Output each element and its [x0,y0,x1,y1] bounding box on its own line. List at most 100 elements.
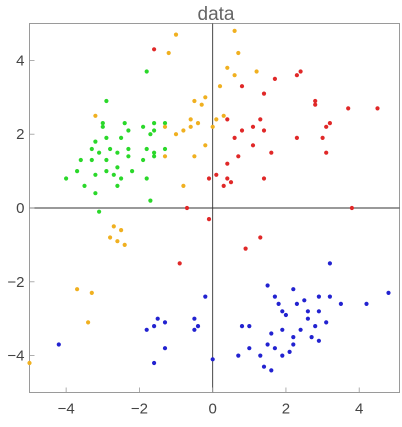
red-point [298,69,303,74]
blue-point [276,301,281,306]
blue-point [386,290,391,295]
orange-point [225,65,230,70]
orange-point [188,124,193,129]
red-point [349,205,354,211]
red-point [214,172,219,177]
blue-point [239,324,245,329]
red-point [327,121,332,126]
green-point [78,157,83,163]
blue-point [294,301,299,306]
red-point [250,143,256,148]
green-point [126,128,131,133]
green-point [97,150,102,155]
blue-point [280,327,285,332]
blue-point [152,360,157,366]
blue-point [272,346,277,351]
red-point [243,246,248,251]
green-point [115,183,120,188]
green-point [126,154,131,159]
y-tick-label: 0 [16,200,24,217]
orange-point [217,84,223,89]
blue-point [162,346,168,351]
orange-point [173,32,179,37]
orange-point [115,239,120,244]
green-point [144,69,149,74]
green-point [152,128,157,133]
blue-point [192,327,197,332]
blue-point [272,294,277,299]
red-point [261,176,267,181]
green-point [104,157,109,163]
orange-series [27,28,259,366]
blue-point [280,353,285,358]
red-point [250,124,256,129]
blue-point [298,327,303,332]
red-point [294,73,299,78]
green-point [64,176,69,181]
red-point [225,117,230,122]
blue-point [261,364,267,369]
blue-point [195,324,201,329]
green-point [148,132,153,137]
orange-point [210,124,215,129]
blue-point [338,301,343,306]
orange-point [232,73,237,78]
x-tick-label: 2 [282,401,290,418]
orange-point [93,113,98,118]
red-point [225,161,230,166]
blue-point [316,294,321,299]
x-tick-label: −4 [58,401,75,418]
orange-point [254,69,259,74]
green-point [89,146,94,152]
blue-series [56,261,391,373]
green-point [104,135,109,140]
blue-point [247,324,252,329]
blue-point [327,261,332,266]
y-tick-label: −2 [7,274,24,291]
green-point [119,176,124,181]
green-point [93,172,98,177]
green-point [152,154,157,159]
blue-point [291,287,296,292]
red-point [225,176,230,181]
blue-point [258,353,263,358]
orange-point [27,360,32,366]
green-point [82,183,87,188]
orange-point [181,128,186,133]
orange-point [162,124,168,129]
red-point [239,84,245,89]
red-point [320,135,325,140]
blue-point [287,349,292,354]
red-point [375,106,380,111]
red-point [228,180,234,185]
blue-point [192,316,197,321]
orange-point [162,154,168,159]
axes [29,23,400,393]
blue-point [269,331,274,336]
blue-point [309,335,314,340]
x-tick-label: 0 [208,401,216,418]
x-tick-label: −2 [131,401,148,418]
blue-point [324,320,329,325]
blue-point [155,316,160,321]
blue-point [283,312,288,318]
blue-point [144,327,149,332]
blue-point [316,338,321,343]
orange-point [166,50,171,56]
red-point [184,205,190,211]
green-point [152,121,157,126]
ticks: −4 −2 0 2 4 4 2 0 −2 −4 [7,52,363,417]
blue-point [210,357,215,362]
green-point [152,150,157,155]
red-point [294,135,299,140]
green-point [75,169,80,174]
blue-point [152,324,157,329]
blue-point [291,342,296,347]
red-point [272,76,277,81]
red-point [324,124,329,129]
orange-point [203,95,208,100]
blue-point [305,309,310,314]
green-point [141,157,146,163]
green-point [144,176,149,181]
